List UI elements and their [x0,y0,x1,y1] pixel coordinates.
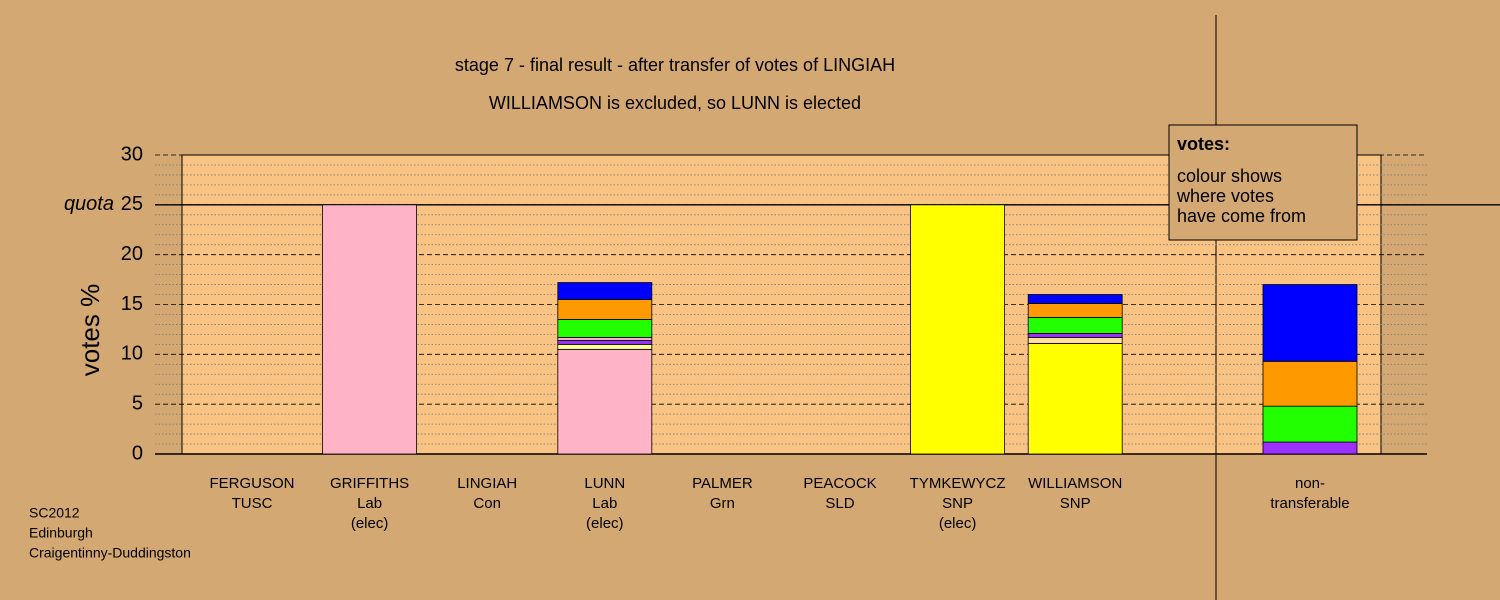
x-tick-label: SLD [825,495,854,512]
bars [322,204,1358,455]
y-tick-label: 25 [121,193,143,215]
bar-segment [1262,405,1358,443]
chart-subtitle: WILLIAMSON is excluded, so LUNN is elect… [489,93,861,113]
x-tick-label: Grn [710,495,735,512]
bar-segment [1027,342,1123,455]
bar-segment [1262,284,1358,362]
x-tick-label: WILLIAMSON [1028,475,1122,492]
y-axis-label: votes % [75,284,105,377]
y-tick-label: 0 [132,442,143,464]
legend-text: where votes [1176,186,1274,206]
x-tick-label: LINGIAH [457,475,517,492]
bar-segment [557,343,653,350]
bar-segment [1027,294,1123,304]
bar-segment [1027,333,1123,338]
bar-segment [910,204,1005,455]
bar-segment [1027,317,1123,334]
footnote: SC2012 [29,505,80,521]
bar-segment [557,339,653,345]
y-tick-label: 10 [121,343,143,365]
x-tick-label: (elec) [939,515,977,532]
legend-text: have come from [1177,206,1306,226]
y-tick-label: 20 [121,243,143,265]
x-tick-label: (elec) [586,515,624,532]
x-tick-label: TUSC [232,495,273,512]
bar-segment [1262,441,1358,455]
y-tick-label: 30 [121,143,143,165]
x-tick-label: transferable [1270,495,1349,512]
legend-text: colour shows [1177,166,1282,186]
legend-box [1168,124,1358,241]
bar-segment [1027,303,1123,318]
footnote: Craigentinny-Duddingston [29,545,191,561]
chart-title: stage 7 - final result - after transfer … [455,55,895,75]
x-tick-label: SNP [1060,495,1091,512]
bar-segment [557,348,653,455]
y-tick-label: 5 [132,392,143,414]
bar-segment [557,282,653,300]
x-tick-label: TYMKEWYCZ [910,475,1006,492]
x-tick-label: PEACOCK [803,475,876,492]
x-tick-label: Con [473,495,501,512]
x-tick-label: (elec) [351,515,389,532]
legend-title: votes: [1177,134,1230,154]
quota-label: quota [64,193,114,215]
x-tick-label: SNP [942,495,973,512]
x-tick-label: Lab [592,495,617,512]
x-tick-label: FERGUSON [209,475,294,492]
x-tick-label: Lab [357,495,382,512]
bar-segment [557,336,653,341]
footnote: Edinburgh [29,525,93,541]
x-tick-label: GRIFFITHS [330,475,409,492]
bar-segment [1262,360,1358,407]
y-tick-label: 15 [121,293,143,315]
bar-segment [1027,336,1123,344]
x-tick-label: PALMER [692,475,753,492]
x-tick-label: non- [1295,475,1325,492]
bar-segment [557,299,653,320]
bar-segment [322,204,418,455]
bar-segment [557,319,653,338]
x-tick-label: LUNN [584,475,625,492]
